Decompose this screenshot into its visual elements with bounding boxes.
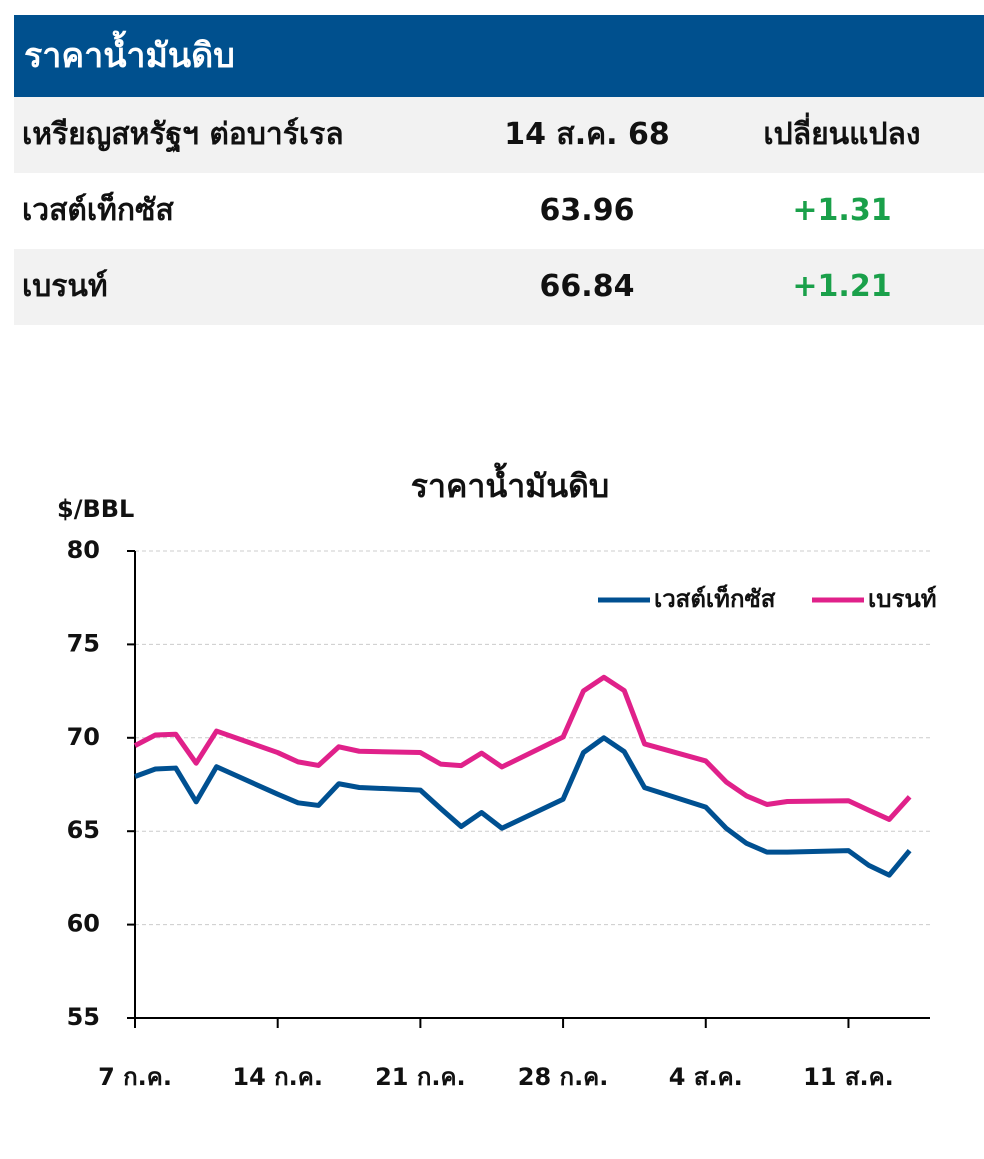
line-series — [133, 674, 912, 822]
y-tick-label: 80 — [67, 536, 100, 564]
x-tick-label: 14 ก.ค. — [232, 1063, 323, 1091]
table-header: เหรียญสหรัฐฯ ต่อบาร์เรล 14 ส.ค. 68 เปลี่… — [14, 97, 984, 173]
x-tick-label: 7 ก.ค. — [98, 1063, 172, 1091]
legend-label: เวสต์เท็กซัส — [654, 584, 776, 613]
x-tick-label: 21 ก.ค. — [375, 1063, 466, 1091]
table-row: เบรนท์ 66.84 +1.21 — [14, 249, 984, 325]
cell: เบรนท์ — [22, 269, 108, 304]
y-tick-label: 60 — [67, 910, 100, 938]
x-tick-label: 11 ส.ค. — [803, 1063, 894, 1091]
column-header: เหรียญสหรัฐฯ ต่อบาร์เรล — [22, 117, 344, 152]
y-tick-label: 65 — [67, 816, 100, 844]
column-header: เปลี่ยนแปลง — [763, 117, 921, 152]
column-header: 14 ส.ค. 68 — [504, 117, 670, 152]
y-axis-label: $/BBL — [57, 495, 134, 523]
x-tick-label: 28 ก.ค. — [518, 1063, 609, 1091]
y-tick-label: 70 — [67, 723, 100, 751]
y-tick-label: 55 — [67, 1003, 100, 1031]
cell: 63.96 — [539, 193, 635, 228]
cell: +1.31 — [792, 193, 892, 228]
header-title: ราคาน้ำมันดิบ — [14, 15, 984, 97]
x-tick-label: 4 ส.ค. — [669, 1063, 743, 1091]
line-series — [134, 735, 912, 878]
y-tick-label: 75 — [67, 629, 100, 657]
cell: เวสต์เท็กซัส — [22, 193, 174, 228]
cell: 66.84 — [539, 269, 635, 304]
table-row: เวสต์เท็กซัส 63.96 +1.31 — [14, 173, 984, 249]
cell: +1.21 — [792, 269, 892, 304]
chart-title: ราคาน้ำมันดิบ — [411, 462, 609, 505]
legend-label: เบรนท์ — [868, 585, 937, 613]
